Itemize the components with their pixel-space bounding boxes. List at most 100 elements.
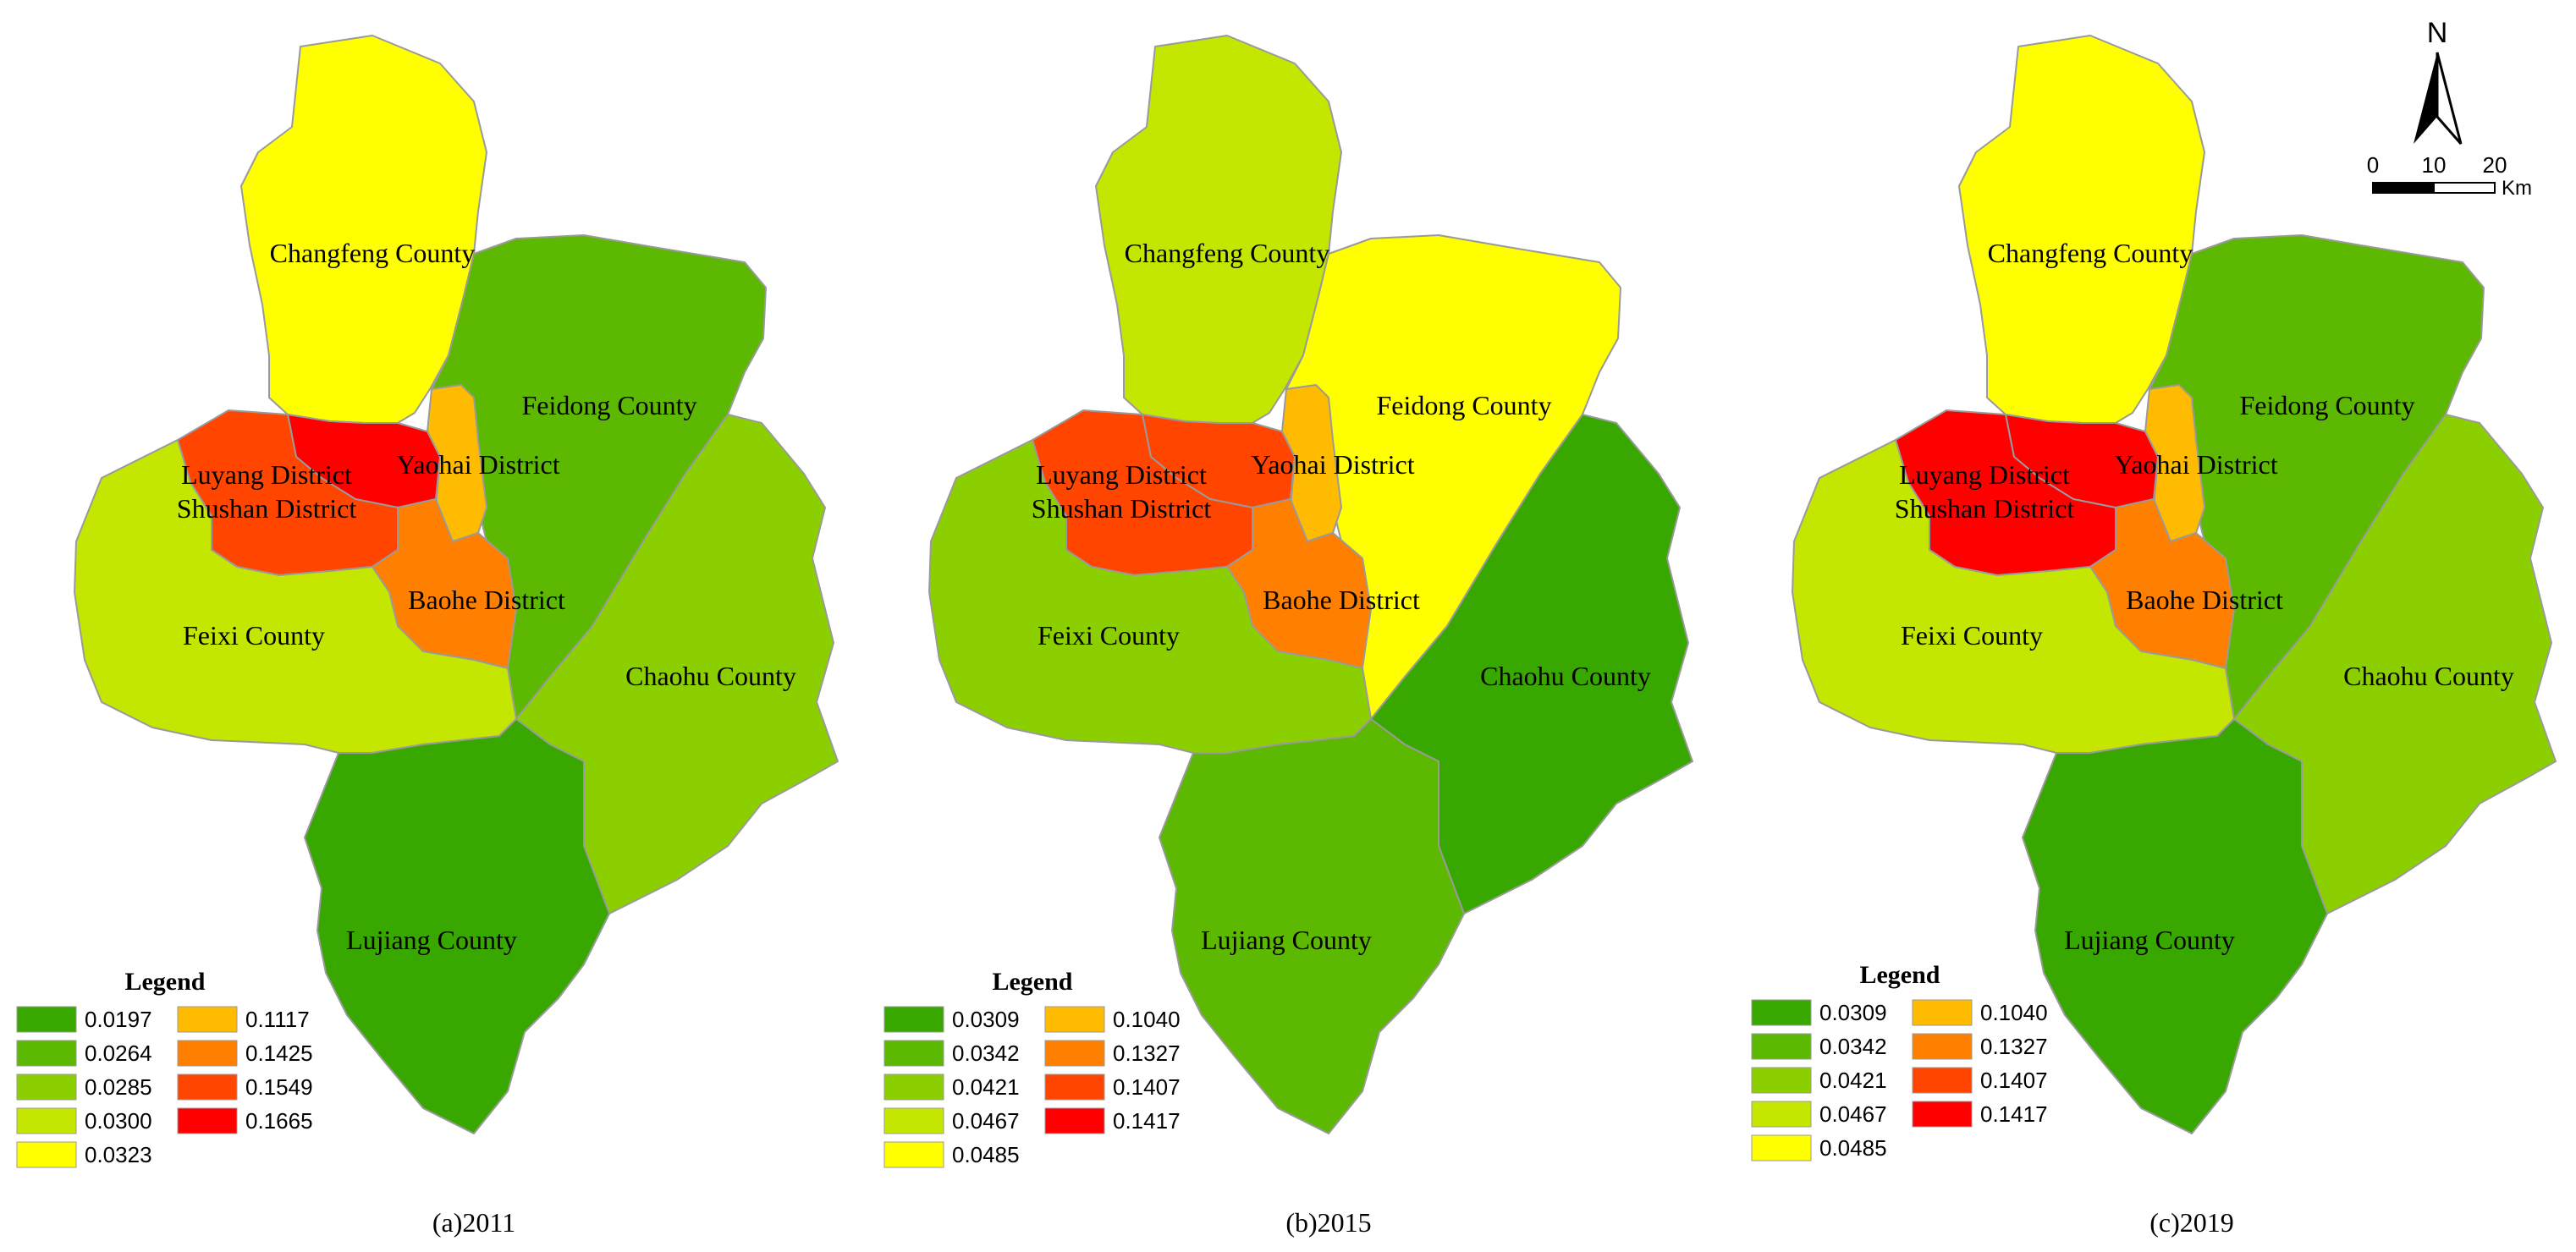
- panel-caption: (c)2019: [2149, 1207, 2234, 1238]
- region-lujiang: [2022, 718, 2328, 1134]
- region-labels: Changfeng County Feidong County Luyang D…: [1032, 238, 1651, 955]
- legend-swatch: [1751, 1134, 1812, 1161]
- legend-label: 0.1117: [245, 1007, 310, 1032]
- legend-swatch: [883, 1074, 944, 1101]
- legend-swatch: [1751, 999, 1812, 1026]
- legend-label: 0.1327: [1980, 1034, 2048, 1059]
- legend-swatch: [177, 1040, 238, 1067]
- label-yaohai: Yaohai District: [396, 449, 559, 480]
- legend-swatch: [177, 1006, 238, 1033]
- legend-label: 0.1665: [245, 1108, 313, 1134]
- legend-label: 0.0264: [85, 1041, 152, 1066]
- legend-swatch: [883, 1006, 944, 1033]
- scale-tick-20: 20: [2483, 152, 2507, 178]
- legend-swatch: [16, 1006, 77, 1033]
- legend: Legend 0.0309 0.0342 0.0421 0.0467 0.0485 0.1…: [883, 968, 1181, 1168]
- label-yaohai: Yaohai District: [1251, 449, 1414, 480]
- region-shapes: [928, 35, 1693, 1134]
- scale-tick-0: 0: [2367, 152, 2379, 178]
- legend-swatch: [1912, 1033, 1973, 1060]
- legend-swatch: [1044, 1107, 1105, 1134]
- legend-swatch: [883, 1141, 944, 1168]
- legend-label: 0.1407: [1113, 1074, 1181, 1100]
- label-luyang: Luyang District: [1899, 459, 2070, 490]
- region-lujiang: [1159, 718, 1465, 1134]
- label-feidong: Feidong County: [521, 390, 696, 420]
- panel-caption: (a)2011: [432, 1207, 515, 1238]
- legend-label: 0.1327: [1113, 1041, 1181, 1066]
- region-shapes: [74, 35, 839, 1134]
- region-chaohu: [2233, 414, 2557, 914]
- legend-label: 0.0285: [85, 1074, 152, 1100]
- region-feixi: [74, 439, 517, 754]
- region-feixi: [928, 439, 1372, 754]
- legend-swatch: [16, 1107, 77, 1134]
- map-panel-2015: Changfeng County Feidong County Luyang D…: [883, 35, 1693, 1238]
- legend-swatch: [16, 1074, 77, 1101]
- label-chaohu: Chaohu County: [1480, 661, 1651, 691]
- legend-label: 0.0309: [1819, 1000, 1887, 1025]
- scale-bar-white: [2433, 182, 2496, 194]
- scale-tick-10: 10: [2422, 152, 2447, 178]
- legend-label: 0.0309: [952, 1007, 1020, 1032]
- region-feixi: [1792, 439, 2235, 754]
- region-shapes: [1792, 35, 2557, 1134]
- label-changfeng: Changfeng County: [1988, 238, 2193, 268]
- label-feixi: Feixi County: [183, 620, 325, 651]
- legend-label: 0.0300: [85, 1108, 152, 1134]
- region-chaohu: [515, 414, 839, 914]
- label-chaohu: Chaohu County: [2343, 661, 2514, 691]
- legend-swatch: [1912, 999, 1973, 1026]
- map-panel-2019: Changfeng County Feidong County Luyang D…: [1751, 35, 2557, 1238]
- legend-swatch: [1044, 1006, 1105, 1033]
- legend-label: 0.0467: [952, 1108, 1020, 1134]
- label-lujiang: Lujiang County: [346, 925, 517, 955]
- label-yaohai: Yaohai District: [2114, 449, 2277, 480]
- label-feixi: Feixi County: [1901, 620, 2043, 651]
- label-shushan: Shushan District: [1032, 493, 1212, 524]
- legend-label: 0.0342: [1819, 1034, 1887, 1059]
- legend-label: 0.0467: [1819, 1101, 1887, 1127]
- scale-bar-black: [2372, 182, 2435, 194]
- label-shushan: Shushan District: [1895, 493, 2075, 524]
- legend-label: 0.0197: [85, 1007, 152, 1032]
- legend-swatch: [1751, 1067, 1812, 1094]
- legend-label: 0.1549: [245, 1074, 313, 1100]
- label-luyang: Luyang District: [181, 459, 352, 490]
- legend-label: 0.1425: [245, 1041, 313, 1066]
- north-arrow-outline-icon: [2436, 52, 2463, 145]
- label-lujiang: Lujiang County: [1201, 925, 1372, 955]
- legend-swatch: [177, 1107, 238, 1134]
- region-labels: Changfeng County Feidong County Luyang D…: [1895, 238, 2514, 955]
- map-panel-2011: Changfeng County Feidong County Luyang D…: [16, 35, 839, 1238]
- legend-swatch: [1044, 1074, 1105, 1101]
- legend-swatch: [1044, 1040, 1105, 1067]
- legend-swatch: [177, 1074, 238, 1101]
- legend-label: 0.0421: [952, 1074, 1020, 1100]
- legend-label: 0.0485: [1819, 1135, 1887, 1161]
- region-chaohu: [1370, 414, 1693, 914]
- legend-swatch: [1751, 1033, 1812, 1060]
- legend-title: Legend: [1859, 961, 1940, 989]
- legend-title: Legend: [124, 968, 205, 996]
- label-baohe: Baohe District: [408, 585, 565, 615]
- scale-bar: 0 10 20 Km: [2367, 152, 2532, 200]
- legend: Legend 0.0309 0.0342 0.0421 0.0467 0.0485 0.1…: [1751, 961, 2048, 1161]
- legend-swatch: [1751, 1101, 1812, 1128]
- legend-label: 0.1417: [1113, 1108, 1181, 1134]
- north-label: N: [2427, 17, 2448, 49]
- label-changfeng: Changfeng County: [1125, 238, 1330, 268]
- legend-label: 0.1040: [1980, 1000, 2048, 1025]
- legend-swatch: [1912, 1067, 1973, 1094]
- label-feidong: Feidong County: [1376, 390, 1551, 420]
- legend-label: 0.0323: [85, 1142, 152, 1167]
- label-feidong: Feidong County: [2239, 390, 2414, 420]
- legend-swatch: [16, 1040, 77, 1067]
- legend-label: 0.1407: [1980, 1068, 2048, 1093]
- legend-swatch: [16, 1141, 77, 1168]
- label-baohe: Baohe District: [1263, 585, 1420, 615]
- legend-label: 0.0342: [952, 1041, 1020, 1066]
- label-changfeng: Changfeng County: [270, 238, 476, 268]
- scale-unit: Km: [2502, 177, 2532, 200]
